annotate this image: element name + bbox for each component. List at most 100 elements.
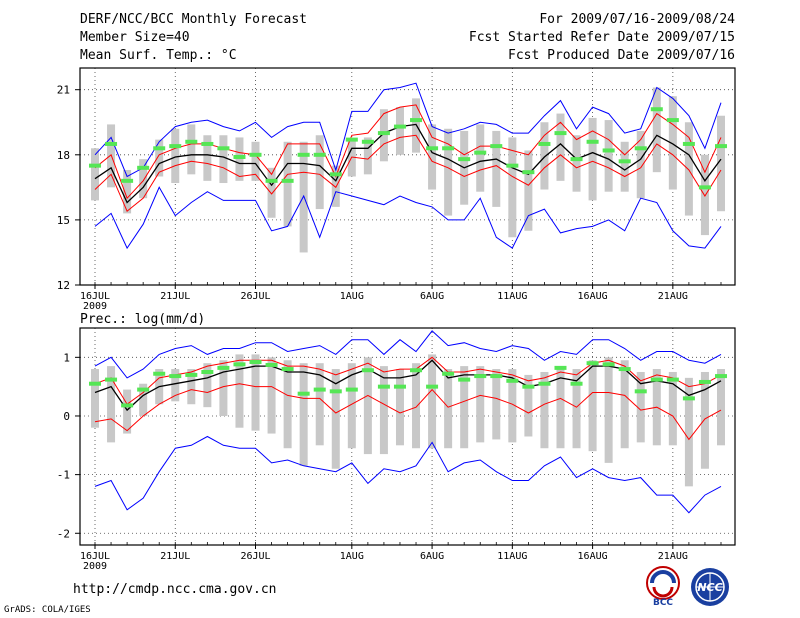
temp-forecast-marker: [698, 185, 711, 190]
temp-lower-spread-line: [94, 134, 722, 213]
temp-range-box: [652, 87, 661, 173]
prec-range-box: [379, 366, 388, 455]
prec-range-box: [363, 357, 372, 455]
prec-forecast-marker: [281, 367, 294, 372]
bcc-logo: BCC: [646, 566, 680, 607]
prec-range-box: [203, 363, 212, 408]
temp-forecast-marker: [618, 159, 631, 164]
temp-xtick-label: 26JUL: [240, 291, 270, 302]
ncc-logo: NCC: [691, 568, 729, 606]
temp-range-box: [251, 141, 260, 181]
prec-forecast-marker: [121, 403, 134, 408]
temp-xtick-label: 21AUG: [658, 291, 688, 302]
temp-range-box: [379, 109, 388, 162]
temp-forecast-marker: [410, 118, 423, 123]
temp-forecast-marker: [393, 124, 406, 129]
temp-plot-frame: [79, 67, 736, 286]
temp-range-box: [363, 137, 372, 175]
prec-range-box: [267, 357, 276, 434]
prec-range-box: [604, 357, 613, 463]
prec-forecast-marker: [313, 387, 326, 392]
prec-range-box: [187, 369, 196, 405]
prec-ytick-label: 0: [63, 410, 70, 423]
prec-range-box: [171, 369, 180, 402]
prec-range-box: [668, 371, 677, 446]
temp-range-box: [476, 124, 485, 192]
temp-range-box: [395, 107, 404, 155]
prec-range-box: [107, 366, 116, 443]
prec-range-box: [684, 377, 693, 487]
variable-label: Mean Surf. Temp.: °C: [80, 48, 237, 63]
prec-ytick-label: -2: [57, 527, 70, 540]
temp-forecast-marker: [233, 154, 246, 159]
temp-xtick-label: 21JUL: [160, 291, 190, 302]
prec-range-box: [508, 369, 517, 443]
prec-xtick-label: 16JUL: [80, 551, 110, 562]
prec-range-box: [283, 360, 292, 449]
temp-forecast-marker: [249, 152, 262, 157]
temp-ytick-label: 15: [57, 214, 70, 227]
temp-forecast-marker: [586, 139, 599, 144]
prec-range-box: [492, 369, 501, 440]
temp-forecast-marker: [185, 139, 198, 144]
prec-range-box: [315, 363, 324, 446]
prec-range-box: [588, 360, 597, 452]
prec-upper-spread-line: [94, 356, 722, 405]
temp-range-box: [171, 128, 180, 184]
prec-min-line: [94, 435, 722, 514]
prec-range-box: [347, 363, 356, 449]
prec-xtick-label: 6AUG: [420, 551, 444, 562]
temp-range-box: [283, 141, 292, 227]
prec-forecast-marker: [442, 371, 455, 376]
prec-range-box: [428, 354, 437, 449]
temp-range-box: [588, 117, 597, 201]
temp-forecast-marker: [442, 146, 455, 151]
prec-forecast-marker: [698, 379, 711, 384]
svg-text:BCC: BCC: [653, 598, 673, 607]
prec-forecast-marker: [554, 365, 567, 370]
prec-forecast-marker: [217, 365, 230, 370]
temp-xtick-label: 16JUL: [80, 291, 110, 302]
temp-range-box: [331, 165, 340, 207]
temp-range-box: [123, 169, 132, 214]
temp-forecast-marker: [217, 146, 230, 151]
temp-ytick-label: 12: [57, 279, 70, 292]
chart-title: DERF/NCC/BCC Monthly Forecast: [80, 12, 307, 27]
prec-lower-spread-line: [94, 383, 722, 441]
prec-range-box: [460, 366, 469, 449]
temp-forecast-marker: [153, 146, 166, 151]
prec-range-box: [412, 363, 421, 449]
prec-range-box: [235, 354, 244, 428]
website-url[interactable]: http://cmdp.ncc.cma.gov.cn: [73, 582, 277, 597]
temp-range-box: [139, 159, 148, 199]
prec-range-box: [572, 369, 581, 449]
prec-range-box: [251, 354, 260, 431]
prec-forecast-marker: [345, 387, 358, 392]
prec-forecast-marker: [329, 389, 342, 394]
prec-forecast-marker: [634, 389, 647, 394]
prec-range-box: [331, 369, 340, 469]
prec-ytick-label: 1: [63, 351, 70, 364]
temp-forecast-marker: [377, 131, 390, 136]
prec-range-box: [395, 369, 404, 446]
prec-range-box: [299, 363, 308, 466]
prec-forecast-marker: [377, 384, 390, 389]
temp-forecast-marker: [490, 144, 503, 149]
temp-range-box: [540, 122, 549, 190]
temp-range-box: [347, 139, 356, 177]
prec-forecast-marker: [410, 368, 423, 373]
prec-xtick-label: 11AUG: [497, 551, 527, 562]
prec-forecast-marker: [249, 360, 262, 365]
temp-forecast-marker: [169, 144, 182, 149]
prec-range-box: [123, 389, 132, 434]
prec-forecast-marker: [297, 391, 310, 396]
temp-min-line: [94, 186, 722, 250]
prec-range-box: [219, 360, 228, 416]
temp-forecast-marker: [105, 141, 118, 146]
temp-range-box: [91, 148, 99, 201]
prec-forecast-marker: [185, 372, 198, 377]
prec-xtick-label: 16AUG: [578, 551, 608, 562]
prec-forecast-marker: [490, 374, 503, 379]
temp-range-box: [620, 141, 629, 192]
prec-forecast-marker: [89, 381, 101, 386]
